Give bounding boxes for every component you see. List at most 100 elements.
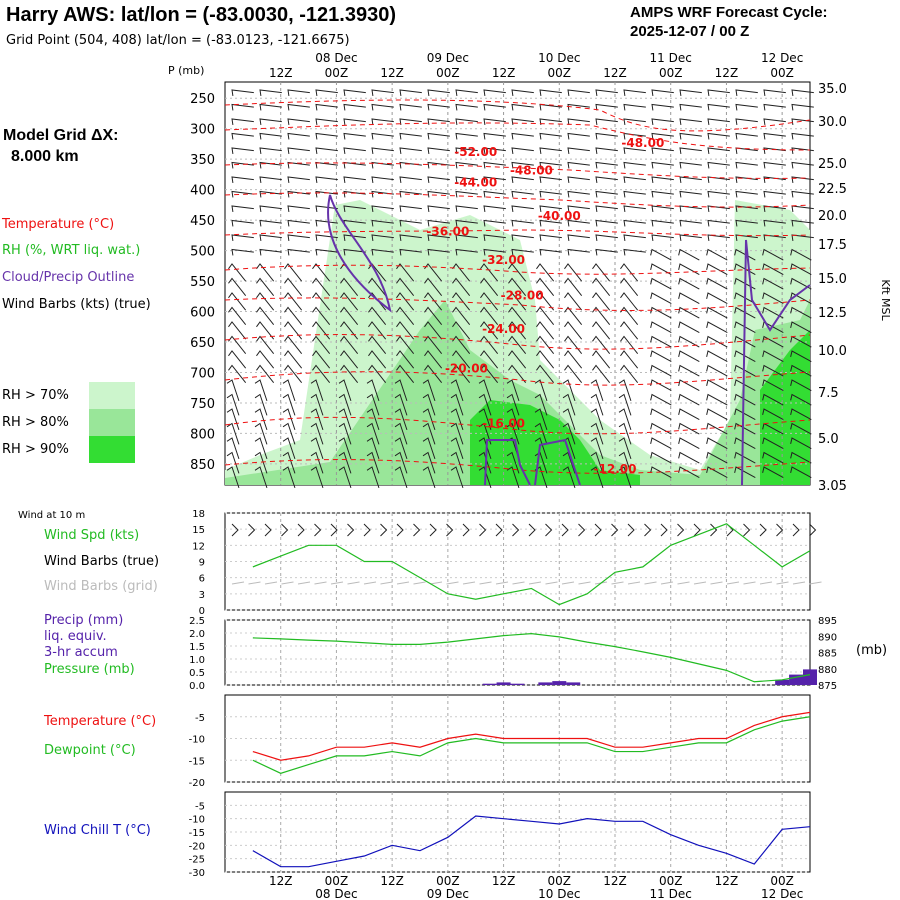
wind-barb — [483, 132, 506, 140]
wind-barb — [284, 350, 303, 369]
legend-pressure: Pressure (mb) — [44, 662, 135, 677]
wind-barb — [562, 393, 576, 416]
wind-barb — [368, 364, 387, 384]
wind-barb — [762, 350, 784, 362]
wind-barb — [343, 118, 366, 126]
pressure-tick-label: 550 — [190, 275, 215, 290]
wind-barb — [651, 234, 674, 242]
wind-barb — [427, 219, 450, 227]
wind-barb — [371, 234, 394, 242]
wind-barb — [791, 161, 814, 169]
wind-barb — [422, 451, 436, 474]
model-grid-label: Model Grid ΔX: — [3, 127, 119, 144]
wind-barb — [455, 161, 478, 169]
wind-barb — [394, 422, 408, 445]
surface-wind-barb-grid — [231, 581, 245, 585]
surface-wind-barb-grid — [611, 581, 624, 585]
wind-barb — [735, 234, 758, 242]
wind-tick-label: 6 — [199, 574, 205, 585]
surface-wind-barb — [347, 523, 355, 537]
wind-barb — [427, 89, 450, 97]
wind-barb — [790, 248, 812, 261]
wind-barb — [452, 277, 471, 297]
wind-barb — [623, 176, 646, 184]
wind-barb — [707, 176, 730, 184]
height-tick-label: 30.0 — [818, 115, 847, 130]
wind-barb — [455, 118, 478, 126]
surface-wind-barb-grid — [545, 581, 558, 585]
wind-barb — [762, 451, 784, 464]
wind-barb — [399, 132, 422, 140]
wind-barb — [371, 219, 394, 227]
rh80-swatch — [89, 409, 135, 436]
wind-barb — [762, 321, 784, 333]
surface-wind-barb-grid — [281, 581, 294, 585]
wind-barb — [678, 292, 700, 304]
wind-barb — [734, 393, 756, 406]
wind-barb — [231, 219, 254, 227]
page-title: Harry AWS: lat/lon = (-83.0030, -121.393… — [6, 4, 396, 26]
wind-barb — [567, 161, 590, 169]
wind-barb — [790, 379, 812, 391]
wind-barb — [679, 147, 702, 155]
wind-barb — [506, 393, 520, 416]
wind-barb — [450, 393, 464, 416]
wind-barb — [450, 437, 464, 460]
wind-barb — [651, 190, 674, 198]
wind-barb — [567, 190, 590, 198]
wind-barb — [315, 205, 338, 213]
wind-tick-label: 3 — [199, 590, 205, 601]
wind-barb — [511, 248, 534, 256]
surface-wind-barb-grid — [495, 581, 509, 585]
height-tick-label: 25.0 — [818, 157, 847, 172]
wind-barb — [483, 103, 506, 111]
surface-wind-barb — [413, 523, 421, 537]
wind-barb — [623, 147, 646, 155]
surface-wind-barb — [627, 523, 635, 537]
wind-barb — [399, 147, 422, 155]
wind-barb — [567, 248, 590, 256]
wind-barb — [396, 335, 415, 355]
wind-barb — [422, 408, 436, 431]
wind-barb — [650, 466, 672, 478]
wind-barb — [734, 306, 756, 319]
wind-barb — [595, 205, 618, 213]
temperature-contour-label: -40.00 — [538, 209, 581, 223]
wind-barb — [762, 248, 784, 261]
cloud-outline-1 — [327, 194, 392, 313]
pressure-tick-label: 500 — [190, 245, 215, 260]
wind-barb — [259, 234, 282, 242]
legend-wind-barbs: Wind Barbs (kts) (true) — [2, 297, 151, 312]
wind-barb — [231, 147, 254, 155]
wind-barb — [763, 161, 786, 169]
wind-barb — [424, 306, 443, 326]
wind-barb — [284, 335, 303, 355]
wind-barb — [650, 306, 672, 319]
temperature-contour-label: -32.00 — [482, 253, 525, 267]
wind-barb — [567, 132, 590, 140]
wind-barb — [650, 350, 672, 362]
wind-barb — [536, 321, 555, 340]
wind-barb — [592, 350, 611, 369]
wind-barb — [762, 364, 784, 377]
wind-barb — [679, 190, 702, 198]
wind-barb — [366, 393, 380, 416]
wind-barb — [478, 451, 492, 474]
wind-barb — [256, 277, 275, 297]
precip-bar — [803, 669, 817, 685]
wind-barb — [536, 364, 555, 384]
wind-barb — [562, 422, 576, 445]
wind-barb — [310, 466, 324, 489]
wind-barb — [650, 422, 672, 435]
wind-barb — [315, 219, 338, 227]
wind-barb — [254, 451, 268, 474]
wind-barb — [282, 422, 296, 445]
wind-barb — [650, 263, 672, 275]
wind-barb — [508, 350, 527, 369]
pressure-tick-label-right: 895 — [818, 616, 837, 627]
wind-barb — [564, 335, 583, 355]
wind-barb — [254, 437, 268, 460]
wind-barb — [678, 350, 700, 362]
wind-barb — [590, 379, 604, 402]
wind-barb — [254, 393, 268, 416]
